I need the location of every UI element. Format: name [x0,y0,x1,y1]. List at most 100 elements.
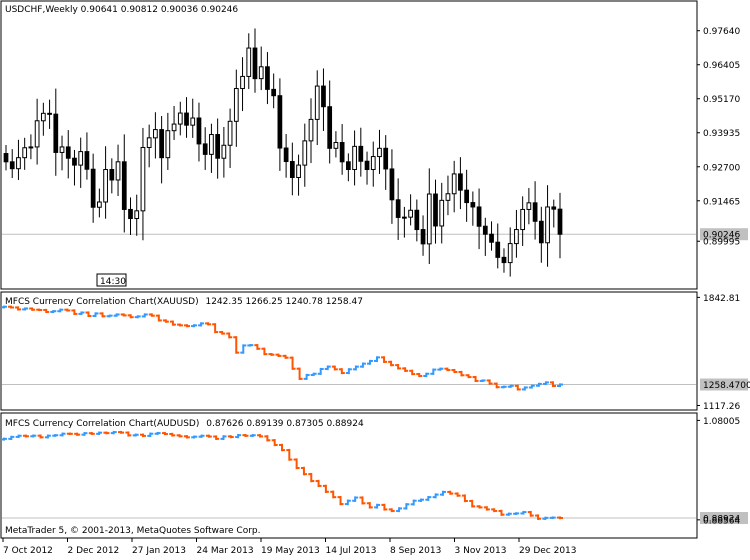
x-tick-label: 2 Dec 2012 [68,546,120,556]
candle-body [221,144,227,159]
candle-body [103,169,108,203]
candle-body [364,160,370,171]
candle-body [177,112,183,125]
candle-body [153,129,158,139]
candle-body [445,193,451,201]
candle-body [47,112,52,115]
candle-body [370,156,376,171]
time-marker: 14:30 [100,277,126,287]
x-tick-label: 19 May 2013 [261,546,320,556]
candle-body [209,134,214,155]
candle-body [451,173,457,195]
x-tick-label: 27 Jan 2013 [132,546,186,556]
candle-body [520,208,526,231]
candle-body [134,210,140,220]
candle-body [339,142,345,163]
candle-body [9,161,15,170]
candle-body [464,189,469,204]
time-marker-box [96,273,127,287]
candle-body [171,123,177,132]
candle-body [308,118,314,142]
candle-body [271,88,277,97]
price-panel-frame [0,0,698,290]
candle-body [395,199,401,218]
audusd-indicator-title: MFCS Currency Correlation Chart(AUDUSD) [5,419,199,429]
candle-body [196,117,202,145]
candle-body [352,145,357,171]
candle-body [215,134,221,159]
candle-body [302,140,308,166]
last-value-label: 0.90246 [703,231,740,241]
candle-body [109,169,115,181]
candle-body [439,199,445,227]
candle-body [202,143,208,155]
xauusd-panel-header: MFCS Currency Correlation Chart(XAUUSD) … [5,297,363,307]
candle-body [495,241,501,258]
candle-body [22,147,28,159]
candle-body [551,206,557,210]
candle-body [482,225,488,235]
candle-body [501,256,507,264]
y-tick-label: 1.08005 [703,417,740,427]
x-tick-label: 8 Sep 2013 [390,546,441,556]
last-value-badge [700,512,748,525]
candle-body [420,229,426,245]
candle-body [140,146,146,212]
y-tick-label: 0.93935 [703,129,740,139]
candle-body [146,137,152,148]
y-tick-label: 1117.26 [703,402,740,412]
candle-body [321,85,326,108]
candle-body [514,229,519,245]
candle-body [333,142,339,149]
candle-body [389,168,395,201]
y-tick-label: 0.95170 [703,95,740,105]
candle-body [532,202,538,222]
candle-body [97,201,102,208]
xauusd-panel-frame [0,291,698,411]
candle-body [426,193,432,245]
candle-body [258,66,264,80]
candle-body [65,146,71,159]
candle-body [283,147,289,163]
candle-body [78,151,84,166]
candle-body [3,153,9,163]
candle-body [28,146,34,149]
candle-body [433,193,438,227]
y-tick-label: 0.91465 [703,197,740,207]
x-tick-label: 14 Jul 2013 [326,546,377,556]
candle-body [557,208,563,235]
candle-body [59,146,65,153]
x-tick-label: 3 Nov 2013 [455,546,507,556]
candle-body [159,129,164,159]
candle-body [90,168,96,208]
candle-body [545,206,550,244]
candle-body [408,209,413,218]
x-tick-label: 24 Mar 2013 [197,546,254,556]
y-tick-label: 0.88564 [703,516,740,526]
xauusd-ohlc: 1242.35 1266.25 1240.78 1258.47 [205,297,362,307]
last-value-label: 0.88924 [703,515,740,525]
last-value-badge [700,228,748,241]
candle-body [128,208,133,220]
candle-body [16,157,21,170]
candle-body [277,95,283,149]
y-tick-label: 0.92700 [703,163,740,173]
candle-body [72,157,77,166]
y-tick-label: 0.96405 [703,61,740,71]
candle-body [34,120,40,148]
x-tick-label: 29 Dec 2013 [519,546,577,556]
candle-body [190,117,196,126]
copyright-text: MetaTrader 5, © 2001-2013, MetaQuotes So… [5,526,261,536]
candle-body [53,113,59,153]
last-value-label: 1258.4700 [703,381,750,391]
audusd-panel-frame [0,412,698,539]
y-tick-label: 0.89995 [703,238,740,248]
candle-body [489,233,494,243]
candle-body [538,220,544,244]
candle-body [227,120,233,146]
candle-body [526,202,532,210]
candle-body [414,209,420,231]
candle-body [358,145,364,162]
candle-body [165,130,171,159]
